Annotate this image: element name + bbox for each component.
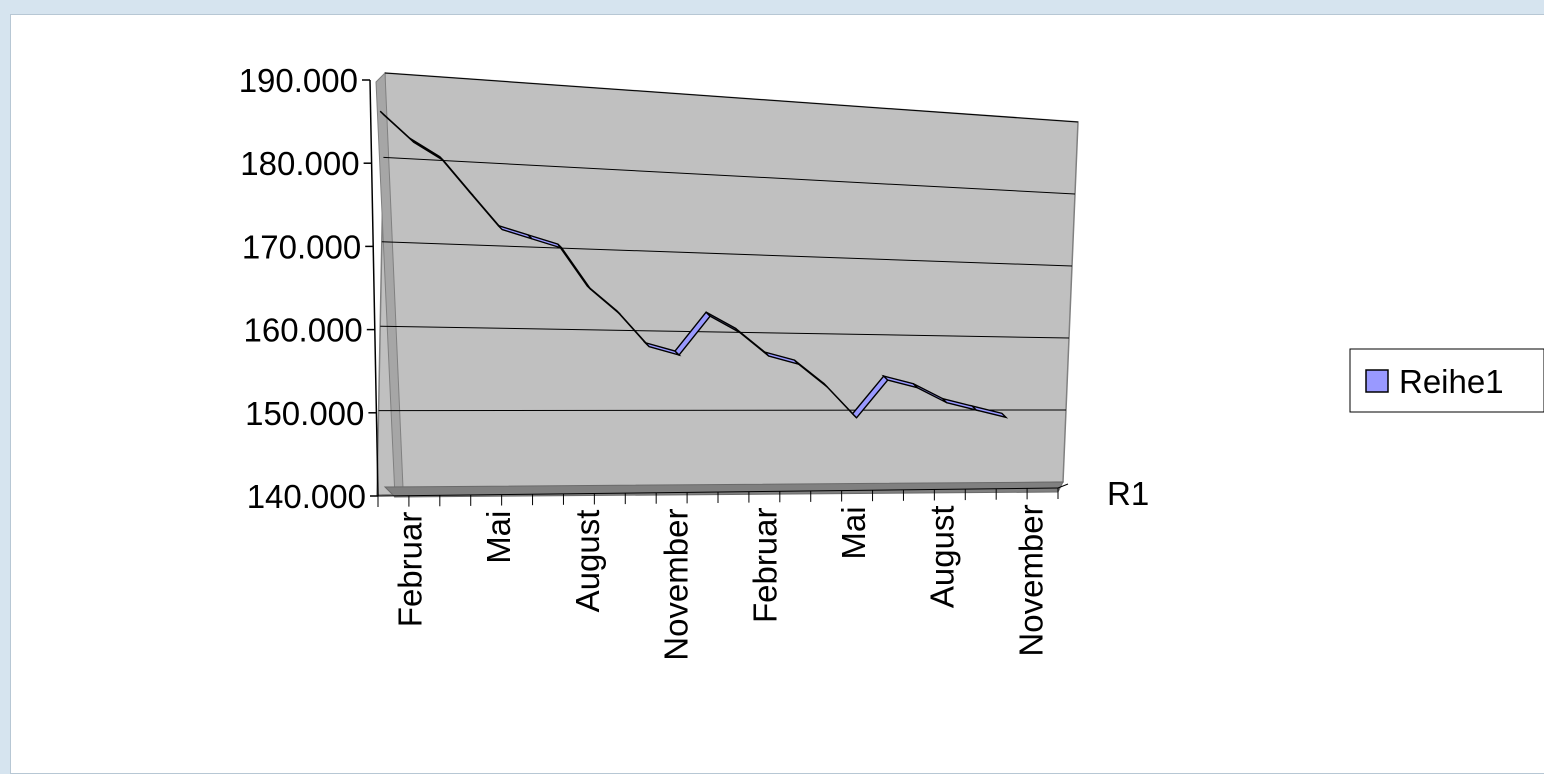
legend: Reihe1 <box>1350 349 1544 412</box>
plot-walls <box>376 73 1078 497</box>
legend-swatch-reihe1 <box>1366 370 1388 392</box>
depth-axis-label: R1 <box>1107 475 1149 512</box>
x-tick-label: August <box>924 505 961 608</box>
x-tick-label: August <box>569 510 606 613</box>
x-tick-label: Mai <box>480 511 517 564</box>
y-tick-label: 160.000 <box>244 312 363 349</box>
y-tick-label: 170.000 <box>242 228 361 265</box>
y-tick-label: 150.000 <box>245 395 364 432</box>
x-tick-label: November <box>1012 504 1049 656</box>
x-axis: Februar Mai August November Februar Mai August… <box>378 484 1068 661</box>
y-tick-label: 140.000 <box>247 478 366 515</box>
gridline <box>379 410 1066 411</box>
y-axis: 140.000 150.000 160.000 170.000 180.000 190.0… <box>239 62 378 515</box>
y-tick-label: 180.000 <box>240 145 359 182</box>
x-tick-label: Mai <box>835 506 872 559</box>
y-tick-label: 190.000 <box>239 62 358 99</box>
y-axis-line <box>370 80 378 496</box>
back-wall <box>377 73 1078 495</box>
legend-label-reihe1: Reihe1 <box>1399 363 1504 400</box>
x-tick-label: November <box>658 509 695 661</box>
x-tick-label: Februar <box>746 507 783 623</box>
x-tick-label: Februar <box>392 512 429 628</box>
